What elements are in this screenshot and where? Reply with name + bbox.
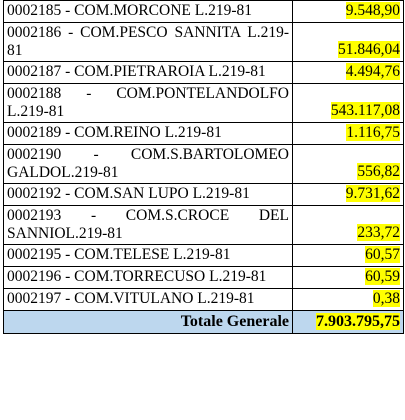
table-row: 0002187 - COM.PIETRAROIA L.219-81 4.494,7… [3, 61, 404, 84]
table-row: 0002192 - COM.SAN LUPO L.219-81 9.731,62 [3, 183, 404, 206]
amount-cell: 60,59 [292, 266, 404, 289]
amount-cell: 543.117,08 [292, 83, 404, 123]
amount-cell: 4.494,76 [292, 61, 404, 84]
table-row: 0002195 - COM.TELESE L.219-81 60,57 [3, 244, 404, 267]
amount-cell: 556,82 [292, 144, 404, 184]
amount-cell: 60,57 [292, 244, 404, 267]
amount: 4.494,76 [345, 63, 400, 80]
description-cell: 0002188 - COM.PONTELANDOLFO L.219-81 [3, 83, 293, 123]
table-row: 0002193 - COM.S.CROCE DEL SANNIOL.219-81… [3, 205, 404, 245]
table-body: 0002185 - COM.MORCONE L.219-81 9.548,90 00… [3, 0, 404, 334]
total-amount-cell: 7.903.795,75 [292, 310, 404, 334]
amount: 9.548,90 [345, 2, 400, 19]
description-cell: 0002195 - COM.TELESE L.219-81 [3, 244, 293, 267]
table-row: 0002197 - COM.VITULANO L.219-81 0,38 [3, 288, 404, 311]
table-row: 0002189 - COM.REINO L.219-81 1.116,75 [3, 122, 404, 145]
description-cell: 0002187 - COM.PIETRAROIA L.219-81 [3, 61, 293, 84]
description-cell: 0002196 - COM.TORRECUSO L.219-81 [3, 266, 293, 289]
amount-cell: 9.731,62 [292, 183, 404, 206]
amount: 60,57 [365, 246, 400, 263]
amount-cell: 9.548,90 [292, 0, 404, 23]
description-cell: 0002189 - COM.REINO L.219-81 [3, 122, 293, 145]
amount-cell: 1.116,75 [292, 122, 404, 145]
description-cell: 0002193 - COM.S.CROCE DEL SANNIOL.219-81 [3, 205, 293, 245]
description-cell: 0002197 - COM.VITULANO L.219-81 [3, 288, 293, 311]
amount: 1.116,75 [346, 124, 400, 141]
amount: 233,72 [357, 224, 400, 241]
description-cell: 0002192 - COM.SAN LUPO L.219-81 [3, 183, 293, 206]
amount: 556,82 [357, 163, 400, 180]
description-cell: 0002186 - COM.PESCO SANNITA L.219-81 [3, 22, 293, 62]
amount: 9.731,62 [345, 185, 400, 202]
amount: 60,59 [365, 268, 400, 285]
amount-cell: 51.846,04 [292, 22, 404, 62]
table-row: 0002185 - COM.MORCONE L.219-81 9.548,90 [3, 0, 404, 23]
table-row: 0002186 - COM.PESCO SANNITA L.219-81 51.8… [3, 22, 404, 62]
table: 0002185 - COM.MORCONE L.219-81 9.548,90 00… [3, 0, 404, 334]
amount: 543.117,08 [330, 102, 400, 119]
total-label: Totale Generale [3, 310, 293, 334]
amount-cell: 233,72 [292, 205, 404, 245]
amount: 51.846,04 [338, 41, 400, 58]
table-row: 0002188 - COM.PONTELANDOLFO L.219-81 543.… [3, 83, 404, 123]
description-cell: 0002190 - COM.S.BARTOLOMEO GALDOL.219-81 [3, 144, 293, 184]
amount-cell: 0,38 [292, 288, 404, 311]
table-row: 0002196 - COM.TORRECUSO L.219-81 60,59 [3, 266, 404, 289]
amount: 0,38 [372, 290, 400, 307]
total-amount: 7.903.795,75 [316, 313, 400, 330]
total-row: Totale Generale 7.903.795,75 [3, 310, 404, 334]
table-row: 0002190 - COM.S.BARTOLOMEO GALDOL.219-81… [3, 144, 404, 184]
description-cell: 0002185 - COM.MORCONE L.219-81 [3, 0, 293, 23]
